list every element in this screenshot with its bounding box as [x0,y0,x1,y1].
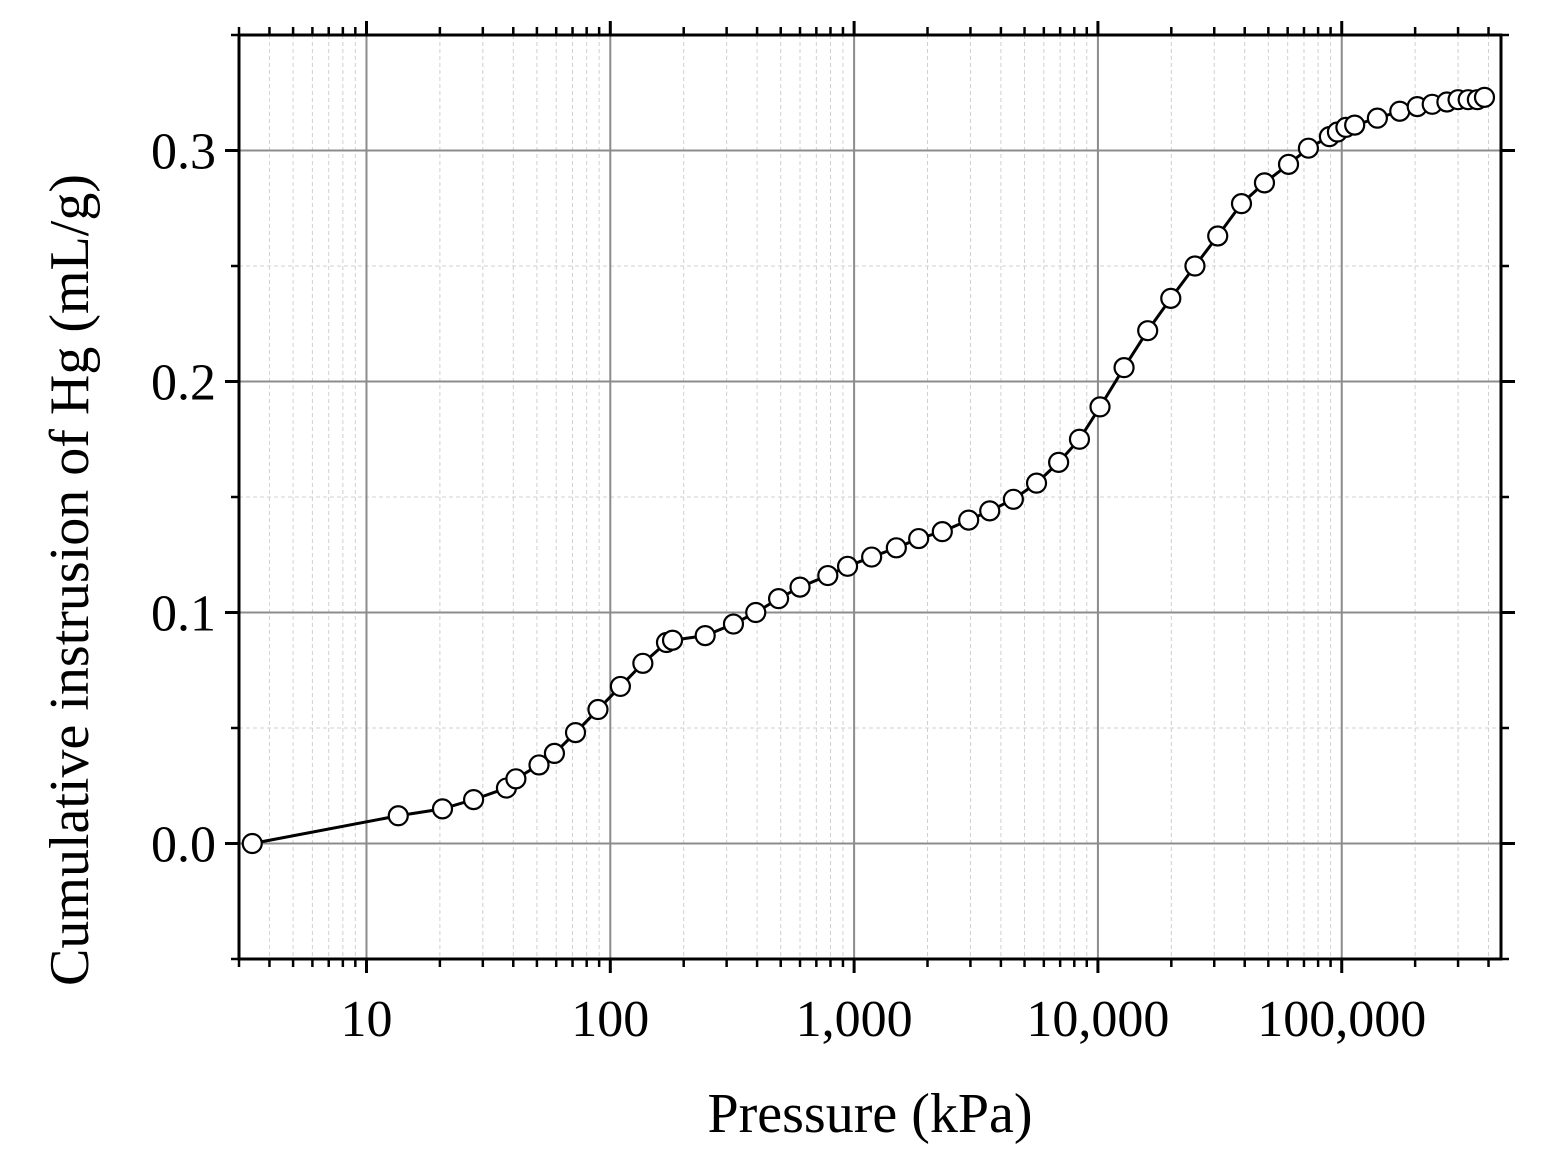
data-point [1089,396,1111,418]
data-point [767,588,790,610]
data-point [979,500,1001,522]
data-point [1137,320,1159,342]
x-tick-label: 100 [571,991,649,1048]
data-point [1068,428,1091,450]
x-tick-label: 10,000 [1026,991,1169,1048]
y-axis-title: Cumulative instrusion of Hg (mL/g) [39,174,101,986]
data-point [661,629,684,651]
data-point [632,652,654,674]
data-point [1207,225,1229,247]
x-tick-label: 100,000 [1257,991,1426,1048]
data-point [817,564,839,587]
data-point [1230,193,1253,215]
data-point [1277,153,1300,175]
data-point [462,789,485,811]
data-point [528,754,550,776]
data-point [1344,114,1366,136]
y-tick-label: 0.1 [151,586,216,643]
data-point [1160,287,1182,309]
minor-gridlines [238,34,1501,960]
data-point [609,675,631,698]
data-point [431,798,454,820]
series-line [251,95,1485,845]
x-tick-label: 10 [340,991,392,1048]
data-point [745,601,767,624]
x-tick-label: 1,000 [796,991,913,1048]
data-point [505,768,527,790]
data-point [861,546,883,568]
data-point [387,805,409,827]
y-tick-label: 0.2 [151,355,216,412]
data-point [1297,137,1320,159]
data-point [241,832,263,855]
data-point [908,527,930,550]
data-point [885,537,907,559]
data-point [1366,107,1388,129]
series-layer [241,86,1496,855]
data-point [789,576,811,598]
data-point [587,698,609,721]
data-point [1253,172,1276,194]
data-point [958,509,980,531]
data-point [1113,357,1135,379]
x-axis-title: Pressure (kPa) [707,1083,1032,1145]
data-point [1048,451,1070,473]
data-point [1389,100,1411,122]
tick-labels: 10 100 1,000 10,000 100,000 0.0 0.1 0.2 0.3 [151,124,1426,1049]
axis-ticks [225,21,1515,973]
data-point [1184,255,1206,277]
data-point [543,742,566,765]
data-point [564,722,587,744]
major-gridlines [239,35,1501,959]
y-tick-label: 0.0 [151,817,216,874]
data-point [722,613,745,635]
y-tick-label: 0.3 [151,124,216,181]
data-point [836,555,859,577]
data-point [1025,472,1048,494]
data-point [931,521,953,543]
data-point [1002,488,1024,510]
data-point [694,624,716,647]
data-point [1473,86,1496,108]
